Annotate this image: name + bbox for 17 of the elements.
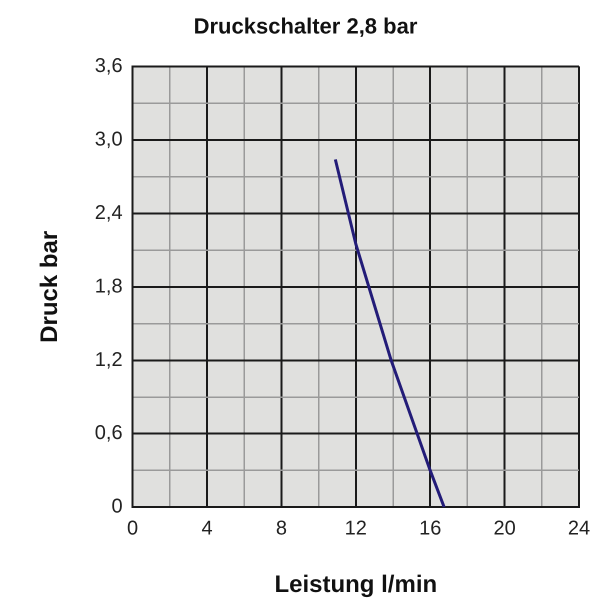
y-tick-label: 3,6 xyxy=(94,54,123,77)
x-tick-label: 24 xyxy=(568,518,590,540)
y-tick-label: 3,0 xyxy=(94,128,123,150)
x-tick-label: 12 xyxy=(344,518,367,540)
y-tick-label: 0 xyxy=(111,496,123,518)
x-axis-title: Leistung l/min xyxy=(274,571,438,598)
chart-title: Druckschalter 2,8 bar xyxy=(194,13,418,38)
y-tick-label: 0,6 xyxy=(94,422,123,444)
y-tick-label: 2,4 xyxy=(94,202,123,224)
x-tick-label: 16 xyxy=(419,518,442,540)
x-tick-label: 20 xyxy=(493,518,516,540)
y-tick-label: 1,2 xyxy=(94,348,123,371)
x-tick-label: 0 xyxy=(127,518,138,540)
x-tick-label: 4 xyxy=(201,518,213,540)
x-tick-label: 8 xyxy=(276,518,287,540)
y-tick-label: 1,8 xyxy=(94,275,123,298)
y-axis-title: Druck bar xyxy=(36,230,64,343)
